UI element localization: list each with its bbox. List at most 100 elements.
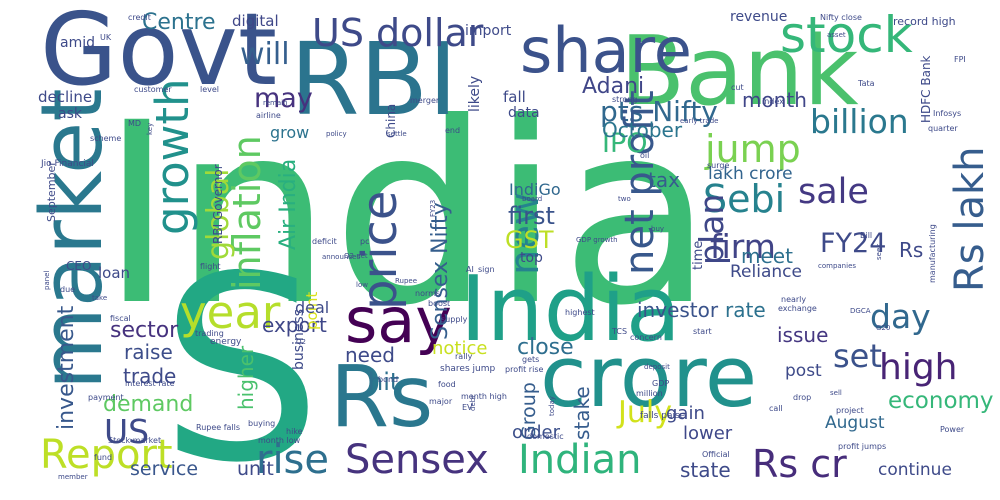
cloud-word: crore [540, 328, 758, 427]
cloud-word: data [508, 105, 540, 121]
cloud-word: decline [38, 88, 93, 106]
cloud-word: interest rate [125, 379, 175, 388]
cloud-word: G20 [876, 324, 891, 332]
cloud-word: year [180, 286, 281, 339]
cloud-word: debt [469, 395, 477, 411]
cloud-word: Rs lakh [947, 146, 993, 293]
cloud-word: end [445, 126, 461, 135]
cloud-word: credit [128, 13, 151, 22]
cloud-word: higher [234, 345, 258, 410]
cloud-word: sector [110, 318, 179, 343]
cloud-word: fiscal [110, 314, 131, 323]
cloud-word: deposit [644, 363, 670, 371]
cloud-word: nearly [781, 295, 807, 304]
cloud-word: Air India [276, 158, 301, 250]
cloud-word: customer [134, 85, 172, 94]
cloud-word: falls paise [640, 411, 686, 421]
cloud-word: post [785, 361, 822, 381]
cloud-word: July [618, 395, 672, 430]
cloud-word: grow [270, 123, 310, 142]
cloud-word: may [254, 83, 313, 114]
cloud-word: GDP [652, 379, 670, 388]
cloud-word: order [512, 422, 560, 443]
cloud-word: high [879, 347, 958, 388]
cloud-word: fall [503, 88, 526, 106]
cloud-word: drop [793, 393, 812, 402]
cloud-word: day [870, 297, 931, 336]
cloud-word: today [548, 396, 556, 416]
cloud-word: Jio Financial [41, 159, 94, 169]
cloud-word: UK [100, 33, 112, 42]
cloud-word: two [618, 195, 631, 203]
cloud-word: FY24 [820, 228, 887, 259]
cloud-word: major [429, 397, 453, 406]
cloud-word: sell [830, 389, 842, 397]
cloud-word: raise [124, 340, 173, 364]
cloud-word: share [520, 14, 692, 87]
cloud-word: price [352, 190, 408, 310]
cloud-word: firm [710, 227, 776, 266]
cloud-word: Rs cr [752, 442, 847, 486]
cloud-word: trade [123, 364, 177, 388]
cloud-word: Tata [858, 79, 875, 88]
cloud-word: rate [725, 298, 766, 322]
cloud-word: tax [648, 168, 680, 192]
cloud-word: Official [702, 450, 730, 459]
cloud-word: board [522, 195, 543, 203]
cloud-word: RBI Governor [211, 164, 225, 244]
cloud-word: billion [810, 102, 909, 141]
cloud-word: import [465, 23, 512, 39]
cloud-word: S [160, 222, 322, 500]
cloud-word: project [836, 406, 864, 415]
cloud-word: quarter [928, 124, 958, 133]
cloud-word: export [262, 313, 327, 337]
cloud-word: key [146, 122, 154, 135]
cloud-word: DGCA [850, 307, 871, 315]
cloud-word: unit [237, 458, 274, 480]
cloud-word: Govt [40, 0, 278, 108]
cloud-word: pts Nifty [600, 95, 718, 128]
cloud-word: Power [940, 425, 965, 434]
cloud-word: profit rise [505, 365, 544, 374]
cloud-word: exchange [778, 304, 817, 313]
cloud-word: trading [195, 329, 224, 338]
cloud-word: state [680, 458, 731, 482]
cloud-word: seek [875, 243, 883, 260]
cloud-word: Rs [330, 348, 434, 447]
cloud-word: growth [146, 78, 199, 235]
cloud-word: continue [878, 460, 952, 480]
cloud-word: IndiGo [509, 180, 561, 199]
cloud-word: level [200, 85, 220, 94]
cloud-word: Rupee falls [196, 423, 241, 432]
cloud-word: stake [570, 386, 594, 440]
cloud-word: IPO [602, 128, 648, 159]
cloud-word: loan [98, 264, 131, 282]
cloud-word: low [356, 281, 368, 289]
cloud-word: investment [54, 305, 79, 430]
cloud-word: concern [630, 333, 662, 342]
cloud-word: member [58, 473, 88, 481]
cloud-word: hit [368, 368, 400, 396]
cloud-word: Stock market [108, 436, 162, 445]
cloud-word: buying [248, 419, 276, 428]
cloud-word: hike [286, 427, 303, 436]
cloud-word: profit jumps [838, 442, 887, 451]
cloud-word: August [825, 413, 885, 433]
cloud-word: deficit [312, 237, 337, 246]
cloud-word: deal [295, 298, 330, 317]
cloud-word: service [130, 458, 199, 480]
cloud-word: say [345, 284, 452, 357]
cloud-word: lower [683, 423, 733, 444]
cloud-word: companies [818, 262, 857, 270]
cloud-word: GST [505, 226, 554, 254]
cloud-word: ask [58, 106, 82, 122]
cloud-word: Nifty close [820, 13, 862, 22]
cloud-word: jump [705, 127, 801, 171]
cloud-word: bond [378, 375, 399, 384]
cloud-word: RBI [290, 21, 458, 138]
cloud-word: Q2 net [344, 252, 368, 260]
cloud-word: Q2 [296, 338, 306, 346]
cloud-word: October [602, 118, 683, 142]
cloud-word: announces [322, 253, 361, 261]
